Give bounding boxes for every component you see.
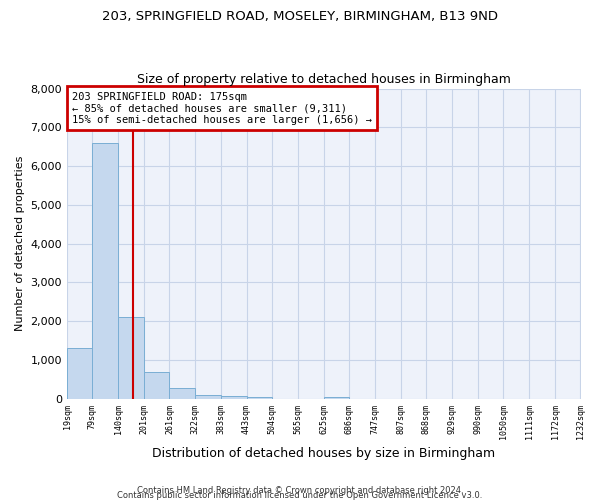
- Bar: [196, 394, 221, 399]
- X-axis label: Distribution of detached houses by size in Birmingham: Distribution of detached houses by size …: [152, 447, 496, 460]
- Bar: [144, 372, 169, 399]
- Text: Contains HM Land Registry data © Crown copyright and database right 2024.: Contains HM Land Registry data © Crown c…: [137, 486, 463, 495]
- Bar: [118, 318, 144, 399]
- Bar: [67, 348, 92, 399]
- Text: 203, SPRINGFIELD ROAD, MOSELEY, BIRMINGHAM, B13 9ND: 203, SPRINGFIELD ROAD, MOSELEY, BIRMINGH…: [102, 10, 498, 23]
- Bar: [323, 396, 349, 399]
- Bar: [92, 143, 118, 399]
- Text: 203 SPRINGFIELD ROAD: 175sqm
← 85% of detached houses are smaller (9,311)
15% of: 203 SPRINGFIELD ROAD: 175sqm ← 85% of de…: [72, 92, 372, 125]
- Bar: [221, 396, 247, 399]
- Bar: [169, 388, 196, 399]
- Y-axis label: Number of detached properties: Number of detached properties: [15, 156, 25, 332]
- Bar: [247, 396, 272, 399]
- Text: Contains public sector information licensed under the Open Government Licence v3: Contains public sector information licen…: [118, 491, 482, 500]
- Title: Size of property relative to detached houses in Birmingham: Size of property relative to detached ho…: [137, 73, 511, 86]
